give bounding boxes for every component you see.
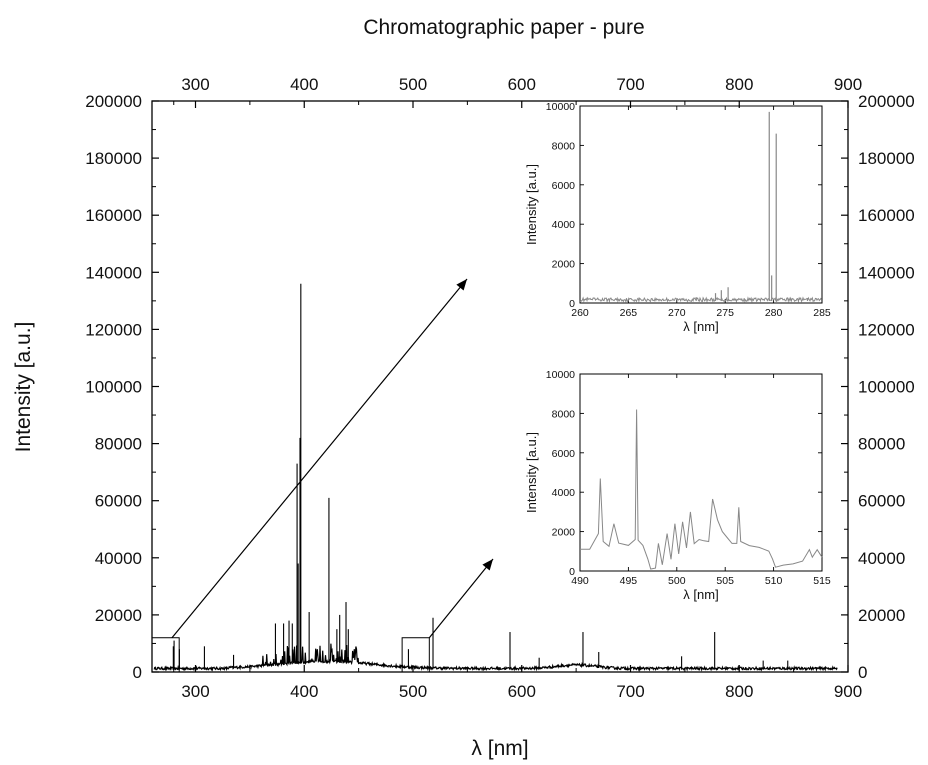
inset-x-axis-title: λ [nm]	[683, 587, 718, 602]
x-tick-label-bottom: 600	[508, 682, 536, 701]
inset-x-tick-label: 275	[716, 307, 734, 319]
inset-y-tick-label: 4000	[552, 219, 576, 231]
y-tick-label-left: 160000	[85, 206, 142, 225]
inset-x-tick-label: 270	[668, 307, 686, 319]
y-tick-label-right: 100000	[858, 378, 915, 397]
x-tick-label-bottom: 400	[290, 682, 318, 701]
x-tick-label-top: 500	[399, 75, 427, 94]
inset-x-tick-label: 515	[813, 575, 831, 587]
inset-x-tick-label: 495	[620, 575, 638, 587]
y-tick-label-left: 180000	[85, 149, 142, 168]
inset-y-tick-label: 6000	[552, 180, 576, 192]
main-plot-frame	[151, 100, 849, 673]
spectrum-baseline	[153, 643, 838, 673]
x-tick-label-top: 700	[616, 75, 644, 94]
inset-frame	[579, 373, 823, 572]
x-tick-label-top: 800	[725, 75, 753, 94]
inset-y-tick-label: 2000	[552, 527, 576, 539]
y-tick-label-right: 80000	[858, 435, 905, 454]
y-tick-label-left: 40000	[95, 549, 142, 568]
y-tick-label-left: 120000	[85, 320, 142, 339]
y-tick-label-right: 160000	[858, 206, 915, 225]
inset-y-tick-label: 8000	[552, 140, 576, 152]
main-spectrum	[153, 283, 838, 673]
inset-y-tick-label: 6000	[552, 448, 576, 460]
y-tick-label-right: 60000	[858, 492, 905, 511]
y-tick-label-right: 120000	[858, 320, 915, 339]
inset-frame	[579, 105, 823, 304]
inset-y-axis-title: Intensity [a.u.]	[524, 164, 539, 245]
x-tick-label-bottom: 700	[616, 682, 644, 701]
zoom-box	[401, 637, 430, 673]
zoom-box	[151, 637, 180, 673]
inset-y-tick-label: 0	[569, 566, 575, 578]
x-tick-label-top: 600	[508, 75, 536, 94]
x-tick-label-bottom: 900	[834, 682, 862, 701]
inset-x-axis-title: λ [nm]	[683, 319, 718, 334]
y-tick-label-right: 20000	[858, 606, 905, 625]
x-tick-label-top: 900	[834, 75, 862, 94]
inset-y-tick-label: 10000	[546, 369, 575, 381]
x-tick-label-top: 400	[290, 75, 318, 94]
x-tick-label-bottom: 300	[181, 682, 209, 701]
inset-x-tick-label: 505	[716, 575, 734, 587]
inset-y-tick-label: 0	[569, 298, 575, 310]
inset-y-tick-label: 8000	[552, 408, 576, 420]
y-tick-label-left: 20000	[95, 606, 142, 625]
inset-x-tick-label: 260	[571, 307, 589, 319]
inset-y-tick-label: 4000	[552, 487, 576, 499]
y-tick-label-left: 140000	[85, 263, 142, 282]
x-tick-label-bottom: 500	[399, 682, 427, 701]
zoom-arrow-line	[171, 278, 468, 639]
y-tick-label-left: 0	[133, 663, 142, 682]
y-tick-label-left: 200000	[85, 92, 142, 111]
inset-x-tick-label: 280	[765, 307, 783, 319]
zoom-arrow-head	[456, 279, 467, 291]
x-axis-title: λ [nm]	[471, 737, 528, 760]
y-tick-label-right: 40000	[858, 549, 905, 568]
y-tick-label-right: 0	[858, 663, 867, 682]
y-tick-label-right: 200000	[858, 92, 915, 111]
inset-y-tick-label: 10000	[546, 101, 575, 113]
y-tick-label-left: 80000	[95, 435, 142, 454]
inset-x-tick-label: 285	[813, 307, 831, 319]
x-tick-label-bottom: 800	[725, 682, 753, 701]
inset-y-tick-label: 2000	[552, 259, 576, 271]
inset2-spectrum	[579, 409, 823, 570]
inset-x-tick-label: 500	[668, 575, 686, 587]
inset-x-tick-label: 265	[620, 307, 638, 319]
zoom-arrow-line	[428, 558, 494, 639]
inset1-spectrum	[579, 296, 823, 304]
y-tick-label-left: 60000	[95, 492, 142, 511]
y-axis-title: Intensity [a.u.]	[12, 322, 35, 453]
y-tick-label-right: 140000	[858, 263, 915, 282]
chart-title: Chromatographic paper - pure	[363, 16, 644, 39]
inset-x-tick-label: 510	[765, 575, 783, 587]
y-tick-label-left: 100000	[85, 378, 142, 397]
y-tick-label-right: 180000	[858, 149, 915, 168]
inset-y-axis-title: Intensity [a.u.]	[524, 432, 539, 513]
x-tick-label-top: 300	[181, 75, 209, 94]
inset-x-tick-label: 490	[571, 575, 589, 587]
zoom-arrow-head	[482, 559, 493, 571]
